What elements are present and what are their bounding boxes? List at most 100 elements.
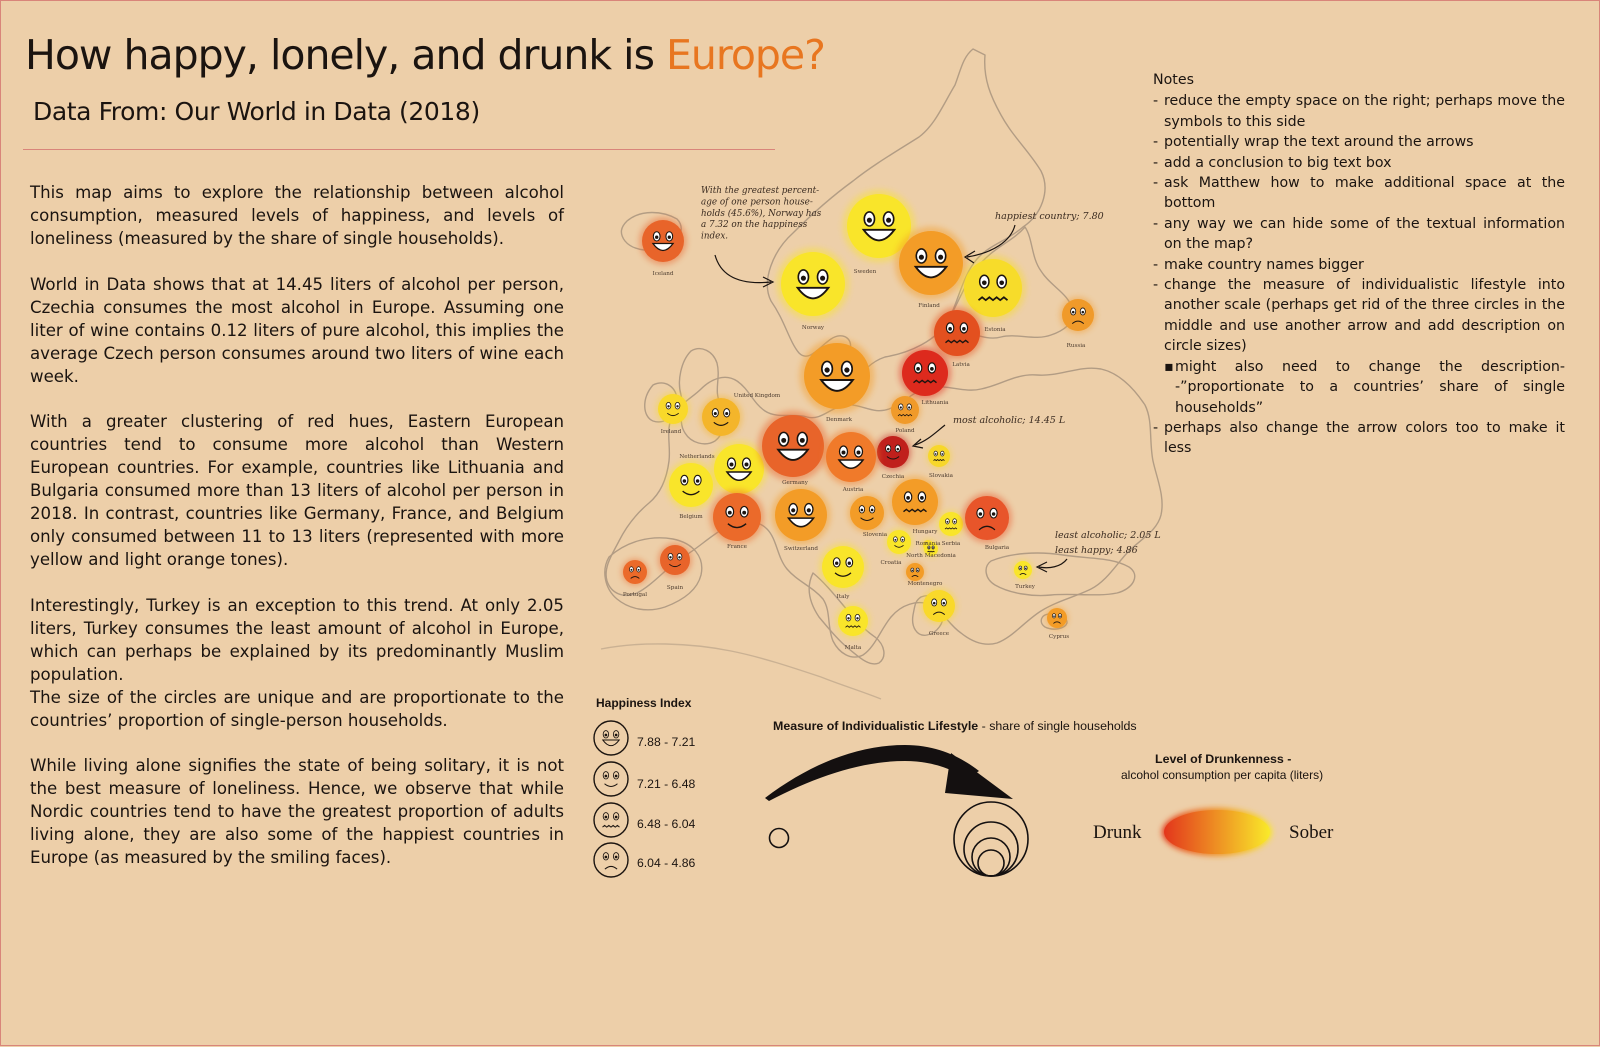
country-label-serbia: Serbia: [942, 541, 961, 547]
most-alcoholic-arrow: [914, 424, 946, 446]
happiness-legend-face-4: [593, 842, 629, 878]
note-text: add a conclusion to big text box: [1164, 154, 1392, 171]
body-paragraph: This map aims to explore the relationshi…: [30, 183, 564, 248]
country-marker-germany: [757, 410, 829, 482]
country-marker-serbia: [937, 510, 965, 538]
note-sub-item: ▪ might also need to change the descripti…: [1164, 358, 1565, 416]
note-item: - reduce the empty space on the right; pe…: [1153, 93, 1565, 130]
north-africa-outline: [600, 643, 882, 700]
country-marker-latvia: [930, 306, 984, 360]
sober-label: Sober: [1289, 822, 1334, 843]
norway-arrowhead: [762, 276, 775, 288]
country-marker-france: [709, 489, 765, 545]
country-label-netherlands: Netherlands: [679, 454, 714, 460]
country-marker-slovakia: [926, 443, 952, 469]
body-paragraph: The size of the circles are unique and a…: [30, 687, 564, 730]
happiness-legend-face-2: [593, 761, 629, 797]
large-circle-inner: [971, 837, 1011, 877]
most-alcoholic-annotation: most alcoholic; 14.45 L: [911, 415, 1065, 449]
country-marker-estonia: [959, 254, 1027, 322]
note-item: - any way we can hide some of the textual…: [1153, 215, 1565, 253]
country-label-croatia: Croatia: [880, 560, 902, 566]
note-text: ask Matthew how to make additional space…: [1164, 175, 1565, 212]
country-label-greece: Greece: [929, 631, 950, 637]
land-outlines: [600, 48, 1163, 700]
least-alcoholic-annotation: least alcoholic; 2.05 L least happy; 4.8…: [1035, 530, 1161, 573]
note-item: - change the measure of individualistic l…: [1153, 277, 1565, 355]
body-paragraph: With a greater clustering of red hues, E…: [30, 412, 564, 569]
happiest-annotation: happiest country; 7.80: [963, 211, 1104, 264]
annotation-line: a 7.32 on the happiness: [701, 220, 808, 230]
note-text: make country names bigger: [1164, 256, 1364, 273]
most-alcoholic-arrowhead: [911, 438, 924, 449]
drunkenness-legend-subtitle: alcohol consumption per capita (liters): [1121, 768, 1323, 782]
country-marker-croatia: [885, 528, 913, 556]
country-marker-malta: [835, 603, 871, 639]
large-circle-inner: [963, 821, 1019, 877]
country-label-portugal: Portugal: [623, 592, 647, 598]
annotation-line: age of one person house-: [701, 197, 813, 207]
note-text: might also need to change the descriptio…: [1175, 358, 1565, 416]
country-marker-iceland: [639, 217, 687, 265]
annotation-line: With the greatest percent-: [701, 186, 819, 196]
body-paragraph: Interestingly, Turkey is an exception to…: [30, 595, 564, 684]
drunk-label: Drunk: [1093, 822, 1142, 843]
lifestyle-legend: Measure of Individualistic Lifestyle - s…: [765, 719, 1137, 877]
happiest-arrowhead: [963, 250, 976, 264]
country-label-sweden: Sweden: [854, 269, 877, 275]
country-label-north-macedonia: North Macedonia: [906, 553, 956, 559]
note-item: - perhaps also change the arrow colors to…: [1153, 419, 1565, 457]
least-alcoholic-label: least alcoholic; 2.05 L: [1055, 530, 1161, 541]
country-marker-cyprus: [1045, 606, 1069, 630]
country-marker-united-kingdom: [699, 395, 743, 439]
notes-panel: Notes - reduce the empty space on the rig…: [1153, 70, 1565, 459]
country-marker-turkey: [1012, 559, 1034, 581]
country-label-norway: Norway: [802, 325, 825, 331]
note-item: - ask Matthew how to make additional spac…: [1153, 175, 1565, 212]
country-marker-russia: [1059, 296, 1097, 334]
lifestyle-arrow: [765, 745, 979, 801]
country-label-romania: Romania: [916, 541, 942, 547]
italy-outline: [808, 572, 885, 665]
country-marker-portugal: [621, 558, 649, 586]
page-subtitle: Data From: Our World in Data (2018): [33, 97, 480, 126]
note-item: - add a conclusion to big text box: [1153, 154, 1392, 171]
country-label-montenegro: Montenegro: [908, 581, 943, 587]
lifestyle-legend-subtitle: - share of single households: [978, 719, 1136, 733]
page-title: How happy, lonely, and drunk is Europe?: [25, 31, 826, 79]
notes-heading: Notes: [1153, 72, 1194, 88]
country-label-malta: Malta: [845, 645, 862, 651]
happiness-legend: Happiness Index 7.88 - 7.21 7.21 - 6.48 …: [593, 696, 695, 878]
country-marker-ireland: [655, 391, 691, 427]
happiness-legend-face-3: [593, 802, 629, 838]
country-label-turkey: Turkey: [1015, 584, 1036, 590]
country-markers: [621, 189, 1097, 639]
lifestyle-legend-title: Measure of Individualistic Lifestyle: [773, 719, 978, 733]
note-text: perhaps also change the arrow colors too…: [1164, 419, 1565, 457]
country-marker-czechia: [874, 433, 912, 471]
note-item: - potentially wrap the text around the ar…: [1153, 134, 1474, 151]
country-marker-austria: [822, 428, 880, 486]
country-label-hungary: Hungary: [913, 529, 939, 535]
happiness-legend-title: Happiness Index: [596, 696, 692, 710]
note-item: - make country names bigger: [1153, 256, 1364, 273]
title-prefix: How happy, lonely, and drunk is: [25, 31, 666, 79]
country-label-cyprus: Cyprus: [1049, 634, 1069, 640]
country-label-austria: Austria: [842, 487, 864, 493]
happiest-arrow: [966, 224, 1016, 258]
norway-annotation: With the greatest percent-age of one per…: [701, 186, 822, 288]
turkey-outline: [985, 552, 1136, 597]
country-label-estonia: Estonia: [984, 327, 1006, 333]
title-divider: [23, 149, 775, 150]
country-marker-slovenia: [847, 493, 887, 533]
body-text: This map aims to explore the relationshi…: [30, 181, 564, 892]
most-alcoholic-label: most alcoholic; 14.45 L: [953, 415, 1065, 426]
country-label-iceland: Iceland: [653, 271, 674, 277]
country-label-united-kingdom: United Kingdom: [734, 393, 781, 399]
note-text: change the measure of individualistic li…: [1164, 277, 1565, 355]
drunkenness-legend-title: Level of Drunkenness -: [1155, 752, 1291, 766]
iberia-outline: [604, 537, 703, 611]
country-marker-sweden: [842, 189, 916, 263]
country-marker-poland: [889, 394, 921, 426]
